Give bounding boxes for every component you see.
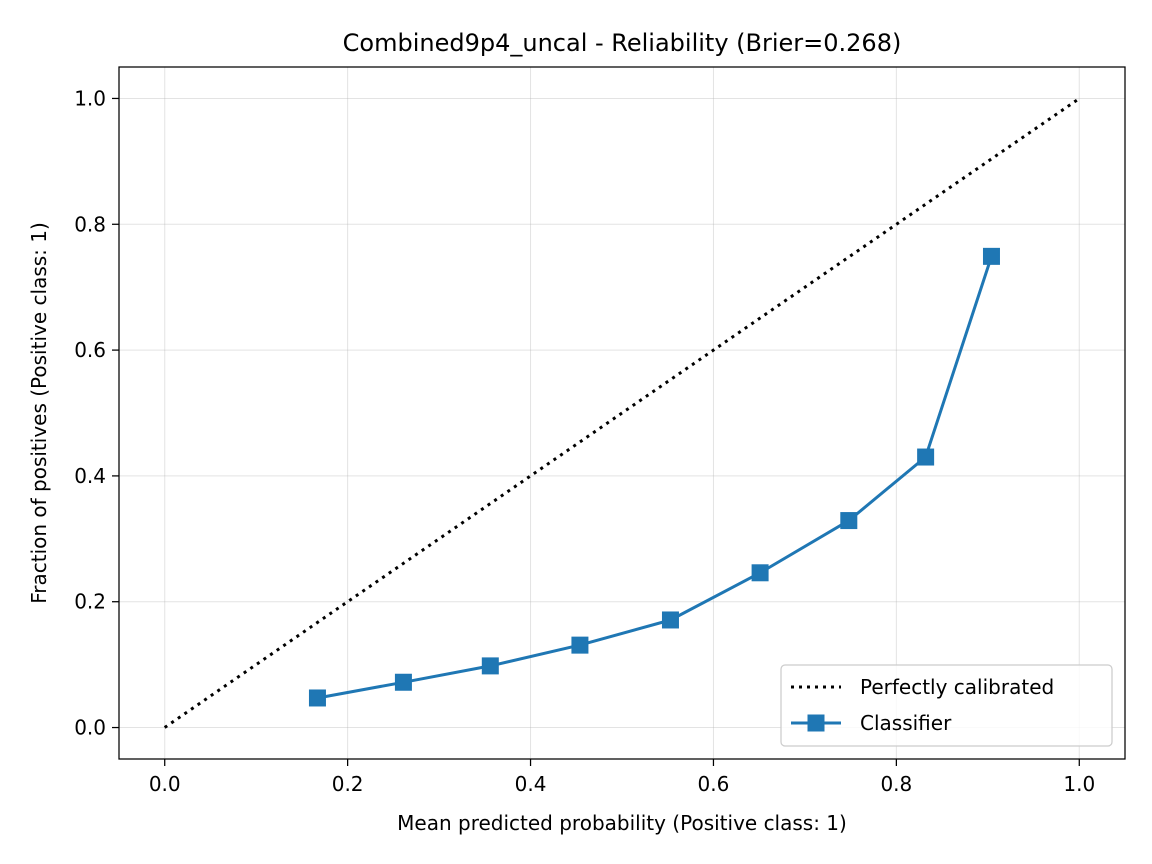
x-tick-label: 0.4 <box>515 772 547 796</box>
legend-label-classifier: Classifier <box>860 711 952 735</box>
plot-frame <box>118 66 1126 760</box>
y-tick-label: 0.8 <box>74 212 106 236</box>
data-point-classifier <box>917 448 935 466</box>
y-tick-label: 1.0 <box>74 86 106 110</box>
legend-box <box>780 664 1113 747</box>
y-axis-label: Fraction of positives (Positive class: 1… <box>27 222 51 604</box>
data-point-classifier <box>751 564 769 582</box>
x-tick-label: 1.0 <box>1063 772 1095 796</box>
data-point-classifier <box>840 512 858 530</box>
x-tick-label: 0.6 <box>698 772 730 796</box>
series-layer <box>163 97 1081 729</box>
series-line-perfectly-calibrated <box>163 97 1081 729</box>
data-point-classifier <box>308 689 326 707</box>
chart-title: Combined9p4_uncal - Reliability (Brier=0… <box>343 29 902 57</box>
data-point-classifier <box>661 611 679 629</box>
x-tick-label: 0.0 <box>149 772 181 796</box>
x-tick-label: 0.2 <box>332 772 364 796</box>
legend: Perfectly calibrated Classifier <box>780 664 1113 747</box>
data-point-classifier <box>394 673 412 691</box>
grid-layer <box>119 67 1125 759</box>
data-point-classifier <box>571 636 589 654</box>
x-axis-label: Mean predicted probability (Positive cla… <box>397 811 847 835</box>
x-tick-label: 0.8 <box>880 772 912 796</box>
y-tick-label: 0.2 <box>74 590 106 614</box>
tick-layer: 0.0 0.2 0.4 0.6 0.8 1.0 0.0 0.2 0.4 0.6 0.8 1.0 <box>74 86 1095 796</box>
y-tick-label: 0.4 <box>74 464 106 488</box>
data-point-classifier <box>982 247 1000 265</box>
legend-label-perfectly-calibrated: Perfectly calibrated <box>860 675 1054 699</box>
data-point-classifier <box>481 657 499 675</box>
y-tick-label: 0.0 <box>74 716 106 740</box>
y-tick-label: 0.6 <box>74 338 106 362</box>
legend-marker-classifier <box>807 714 825 732</box>
